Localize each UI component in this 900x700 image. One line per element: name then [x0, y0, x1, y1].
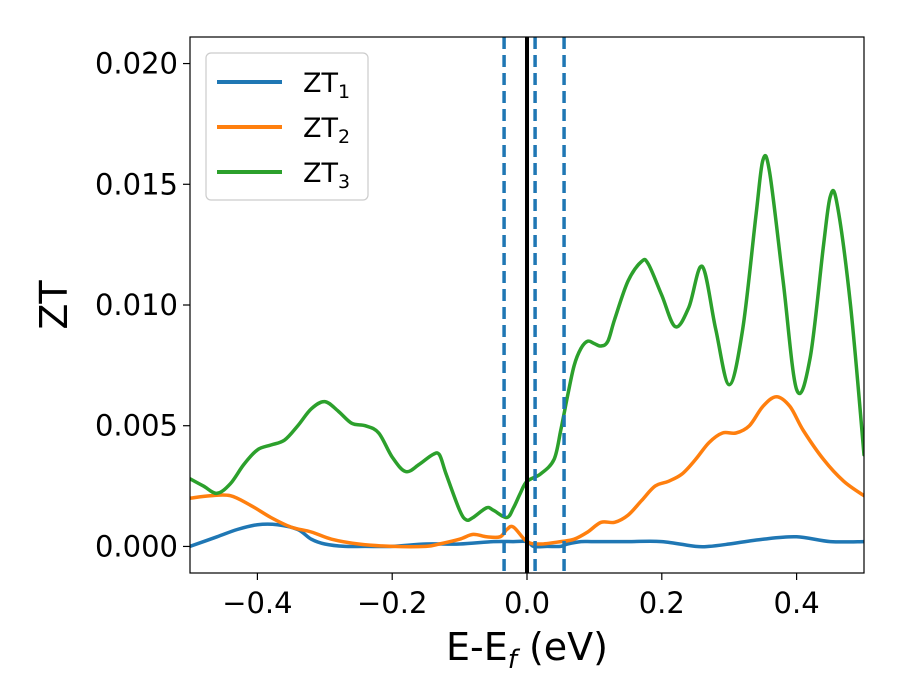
- x-tick-label: −0.4: [222, 586, 292, 620]
- legend-box: [205, 52, 369, 201]
- x-axis-label: E-Ef (eV): [446, 625, 608, 675]
- series-line-zt3: [190, 153, 864, 523]
- x-axis-ticks: −0.4 −0.2 0.0 0.2 0.4: [222, 573, 820, 620]
- legend-items: ZT1 ZT2 ZT3: [217, 68, 350, 193]
- series-line-zt2: [190, 394, 864, 549]
- legend-label-zt3: ZT3: [303, 158, 350, 193]
- legend: ZT1 ZT2 ZT3: [205, 52, 369, 201]
- legend-label-zt2: ZT2: [303, 113, 350, 148]
- x-axis-label-main: E-E: [446, 625, 508, 669]
- x-tick-label: 0.4: [774, 586, 820, 620]
- x-axis-label-unit: (eV): [517, 625, 608, 669]
- x-tick-label: −0.2: [357, 586, 427, 620]
- vline-layer: [502, 37, 566, 573]
- x-tick-label: 0.2: [639, 586, 685, 620]
- legend-label-zt1: ZT1: [303, 68, 350, 103]
- y-tick-label: 0.000: [95, 529, 178, 563]
- x-tick-label: 0.0: [504, 586, 550, 620]
- y-tick-label: 0.015: [95, 167, 178, 201]
- y-tick-label: 0.005: [95, 409, 178, 443]
- y-axis-label: ZT: [32, 280, 76, 330]
- y-tick-label: 0.010: [95, 288, 178, 322]
- y-axis-ticks: 0.000 0.005 0.010 0.015 0.020: [95, 47, 190, 563]
- y-tick-label: 0.020: [95, 47, 178, 81]
